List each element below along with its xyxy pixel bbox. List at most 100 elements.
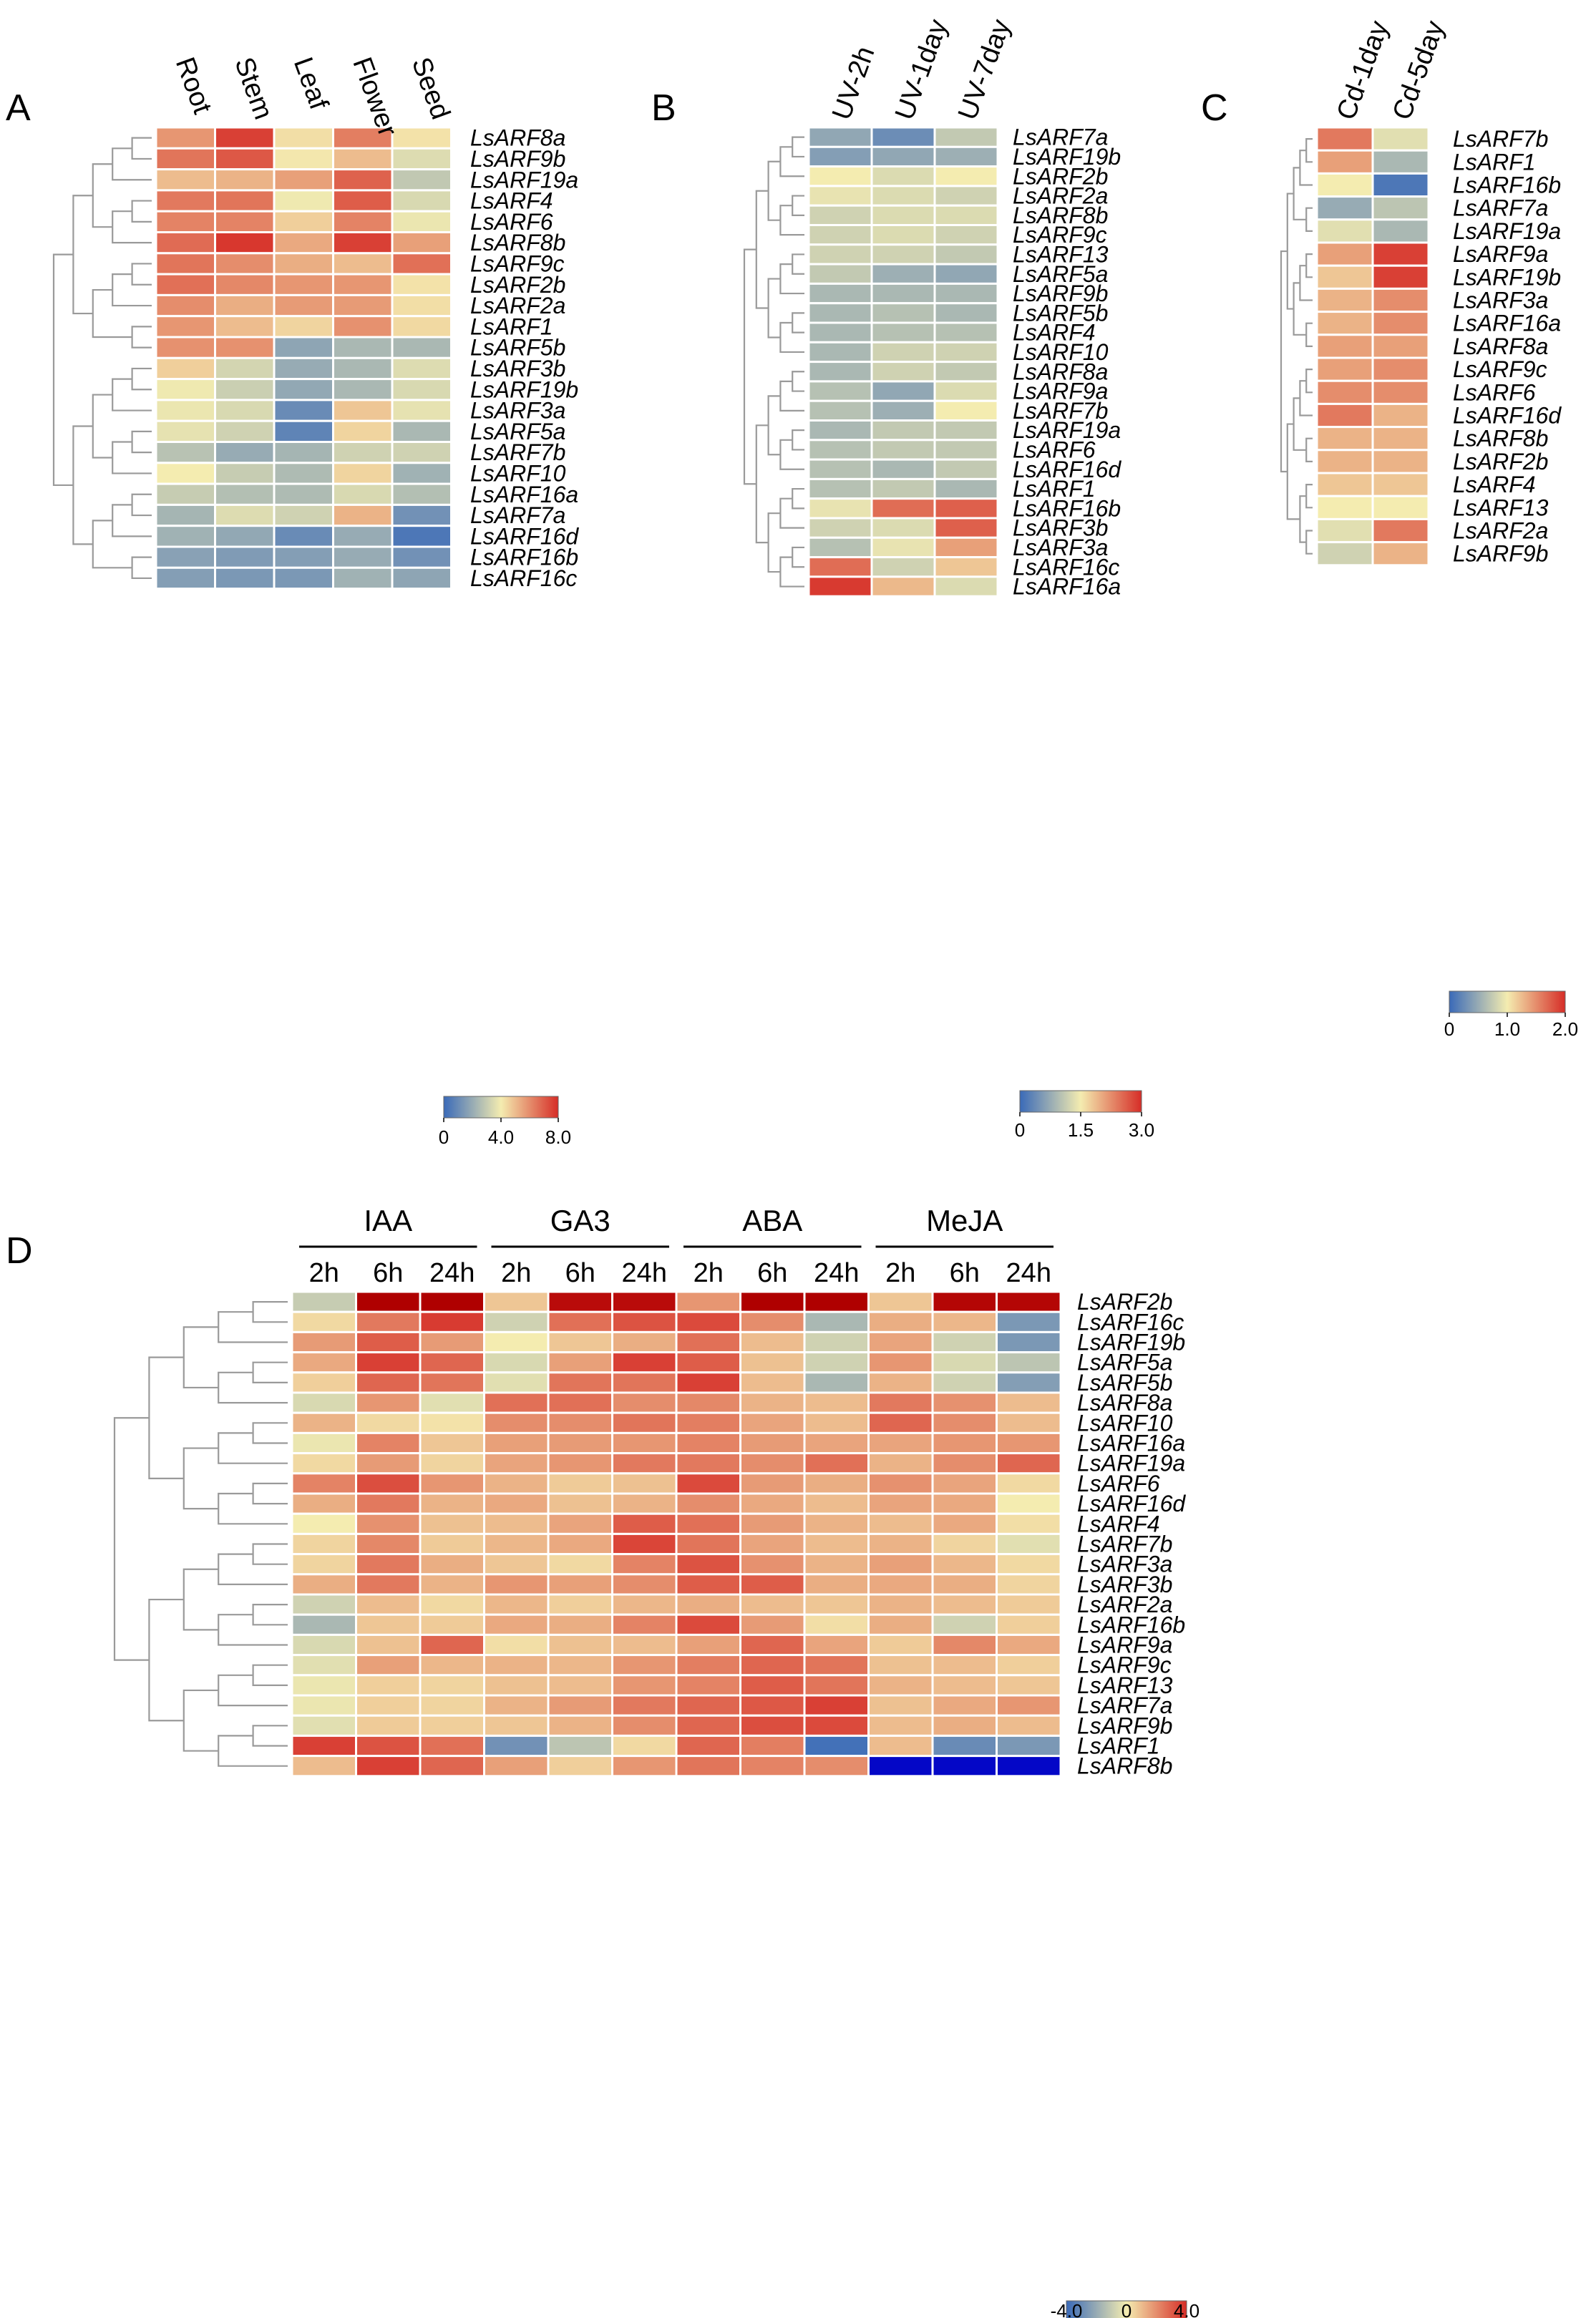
heatmap-layer: LsARF8aLsARF9bLsARF19aLsARF4LsARF6LsARF8… bbox=[52, 16, 1578, 2318]
heatmap-cell bbox=[355, 1714, 422, 1737]
heatmap-cell bbox=[807, 321, 873, 344]
heatmap-cell bbox=[803, 1674, 870, 1697]
dendrogram-branch bbox=[148, 1356, 184, 1479]
heatmap-cell bbox=[931, 1310, 998, 1333]
heatmap-cell bbox=[391, 273, 452, 296]
colorbar-tick-label: -4.0 bbox=[1051, 2300, 1083, 2318]
heatmap-cell bbox=[1371, 379, 1430, 405]
row-label: LsARF3b bbox=[470, 356, 565, 381]
heatmap-cell bbox=[803, 1492, 870, 1515]
heatmap-cell bbox=[867, 1573, 934, 1596]
row-label: LsARF16a bbox=[1077, 1431, 1185, 1456]
heatmap-cell bbox=[355, 1593, 422, 1616]
heatmap-cell bbox=[273, 441, 334, 464]
dendrogram-branch bbox=[792, 487, 804, 510]
dendrogram-branch bbox=[252, 1725, 288, 1747]
heatmap-cell bbox=[739, 1654, 806, 1677]
heatmap-cell bbox=[931, 1532, 998, 1556]
treatment-group-label: ABA bbox=[742, 1204, 802, 1237]
heatmap-cell bbox=[807, 282, 873, 305]
row-label: LsARF2b bbox=[1077, 1289, 1172, 1315]
heatmap-cell bbox=[483, 1654, 550, 1677]
dendrogram-branch bbox=[252, 1361, 288, 1383]
heatmap-cell bbox=[675, 1714, 741, 1737]
heatmap-cell bbox=[273, 399, 334, 422]
heatmap-cell bbox=[391, 189, 452, 213]
heatmap-cell bbox=[1371, 356, 1430, 382]
heatmap-cell bbox=[807, 165, 873, 188]
heatmap-cell bbox=[419, 1553, 485, 1576]
row-label: LsARF9c bbox=[470, 250, 565, 276]
heatmap-cell bbox=[419, 1391, 485, 1414]
heatmap-cell bbox=[870, 361, 936, 383]
row-label: LsARF19b bbox=[470, 376, 578, 402]
row-label: LsARF8a bbox=[1077, 1390, 1172, 1416]
row-label: LsARF8b bbox=[1077, 1753, 1172, 1779]
heatmap-cell bbox=[931, 1573, 998, 1596]
column-label: 24h bbox=[429, 1258, 475, 1288]
heatmap-cell bbox=[332, 252, 394, 276]
heatmap-cell bbox=[355, 1290, 422, 1313]
row-label: LsARF19b bbox=[1077, 1330, 1185, 1355]
heatmap-cell bbox=[1315, 218, 1374, 244]
heatmap-cell bbox=[214, 419, 276, 444]
heatmap-cell bbox=[803, 1694, 870, 1717]
row-label: LsARF8a bbox=[470, 125, 565, 151]
heatmap-cell bbox=[273, 419, 334, 444]
heatmap-cell bbox=[273, 293, 334, 318]
heatmap-cell bbox=[483, 1452, 550, 1475]
heatmap-cell bbox=[1315, 495, 1374, 520]
heatmap-cell bbox=[1315, 379, 1374, 405]
heatmap-cell bbox=[1315, 264, 1374, 290]
heatmap-cell bbox=[291, 1472, 357, 1495]
heatmap-cell bbox=[611, 1613, 678, 1636]
column-label: 2h bbox=[309, 1258, 339, 1288]
heatmap-cell bbox=[355, 1674, 422, 1697]
dendrogram-branch bbox=[131, 326, 152, 349]
heatmap-cell bbox=[803, 1431, 870, 1455]
heatmap-cell bbox=[803, 1472, 870, 1495]
heatmap-cell bbox=[155, 189, 216, 213]
heatmap-cell bbox=[867, 1553, 934, 1576]
heatmap-cell bbox=[867, 1492, 934, 1515]
column-label: Stem bbox=[228, 54, 278, 124]
heatmap-cell bbox=[807, 224, 873, 246]
column-label: 6h bbox=[373, 1258, 403, 1288]
heatmap-cell bbox=[933, 145, 999, 168]
heatmap-cell bbox=[675, 1593, 741, 1616]
heatmap-cell bbox=[611, 1654, 678, 1677]
heatmap-cell bbox=[214, 315, 276, 339]
panel-label-c: C bbox=[1201, 87, 1228, 129]
heatmap-cell bbox=[807, 399, 873, 422]
heatmap-cell bbox=[332, 168, 394, 192]
colorbar-tick-label: 3.0 bbox=[1129, 1119, 1154, 1141]
heatmap-cell bbox=[273, 545, 334, 569]
column-label: UV-1day bbox=[890, 16, 953, 124]
heatmap-cell bbox=[355, 1472, 422, 1495]
heatmap-cell bbox=[739, 1694, 806, 1717]
heatmap-cell bbox=[675, 1553, 741, 1576]
row-label: LsARF2b bbox=[1013, 163, 1108, 189]
heatmap-cell bbox=[291, 1613, 357, 1636]
heatmap-cell bbox=[419, 1573, 485, 1596]
heatmap-cell bbox=[996, 1391, 1062, 1414]
heatmap-cell bbox=[155, 566, 216, 590]
row-label: LsARF6 bbox=[1077, 1471, 1160, 1496]
column-label: UV-2h bbox=[827, 42, 881, 124]
heatmap-cell bbox=[803, 1755, 870, 1778]
heatmap-cell bbox=[807, 419, 873, 442]
row-label: LsARF7a bbox=[1013, 125, 1108, 150]
heatmap-cell bbox=[547, 1613, 613, 1636]
heatmap-cell bbox=[291, 1310, 357, 1333]
heatmap-cell bbox=[870, 556, 936, 578]
heatmap-cell bbox=[1315, 333, 1374, 359]
heatmap-cell bbox=[332, 189, 394, 213]
row-label: LsARF13 bbox=[1013, 241, 1109, 267]
heatmap-cell bbox=[611, 1411, 678, 1434]
heatmap-cell bbox=[291, 1755, 357, 1778]
row-label: LsARF8a bbox=[1013, 359, 1108, 384]
row-label: LsARF9b bbox=[1077, 1713, 1172, 1738]
heatmap-cell bbox=[611, 1734, 678, 1758]
dendrogram-branch bbox=[792, 136, 804, 158]
heatmap-cell bbox=[483, 1694, 550, 1717]
